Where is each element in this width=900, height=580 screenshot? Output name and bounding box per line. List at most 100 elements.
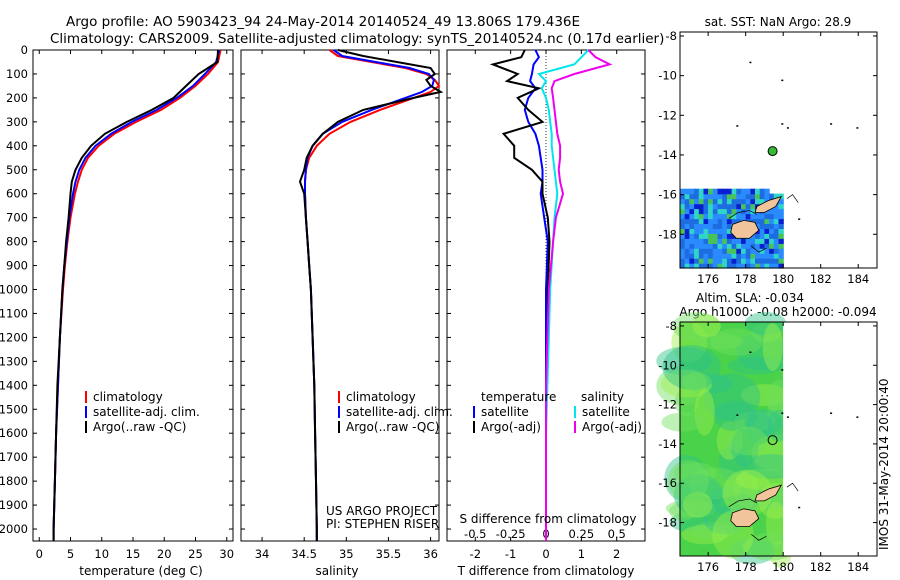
map-xtick-label: 184 [847, 560, 869, 574]
sst-cell [759, 198, 765, 205]
sst-cell [712, 198, 719, 205]
sst-cell [689, 218, 695, 224]
sst-cell [750, 218, 756, 224]
sla-blob [669, 502, 697, 521]
sst-cell [726, 238, 733, 244]
sst-cell [708, 243, 714, 249]
islet [749, 351, 752, 353]
sst-cell [684, 223, 690, 229]
sst-cell [773, 203, 780, 210]
sst-cell [698, 198, 705, 205]
sst-cell [764, 253, 770, 259]
islet [781, 123, 784, 125]
sst-cell [745, 238, 751, 244]
island-viti-levu [730, 219, 760, 239]
s-difference-xlabel: S difference from climatology [460, 512, 637, 526]
sla-nodata [783, 322, 877, 556]
sst-cell [722, 253, 728, 259]
sst-cell [712, 248, 719, 254]
depth-tick-label: 900 [6, 259, 28, 273]
sst-cell [712, 223, 719, 229]
sst-cell [680, 203, 686, 210]
islet [798, 506, 801, 509]
sst-cell [778, 253, 784, 259]
s-difference-tick-label: -0.25 [496, 527, 526, 541]
sst-cell [703, 208, 709, 215]
sst-cell [736, 208, 742, 215]
sla-blob [729, 538, 776, 565]
float-position-marker [767, 146, 778, 157]
sst-cell [708, 193, 714, 200]
depth-tick-label: 1100 [0, 306, 28, 320]
temperature-xtick-label: 10 [94, 547, 109, 561]
sst-cell [698, 233, 705, 239]
legend-t-satellite-label: satellite [481, 405, 529, 419]
sst-cell [694, 228, 700, 234]
sst-cell [689, 233, 695, 239]
sst-cell [764, 213, 770, 220]
salinity-series-satellite [304, 49, 436, 541]
sst-cell [778, 213, 784, 220]
sla-blob [716, 421, 743, 460]
imos-timestamp: IMOS 31-May-2014 20:00:40 [877, 378, 891, 550]
sst-cell [778, 243, 784, 249]
sla-blob [751, 323, 782, 343]
sst-cell [689, 203, 695, 210]
sst-cell [680, 233, 686, 239]
sst-cell [703, 203, 709, 210]
sst-cell [726, 228, 733, 234]
islet [786, 416, 789, 418]
sst-cell [698, 263, 705, 269]
sst-cell [778, 248, 784, 254]
depth-axis: 0 100 200 300 400 500 600 700 800 900 1000 1100 1200… [0, 43, 28, 536]
salinity-plot: 34 34.5 35 35.5 36 [241, 49, 444, 561]
sst-cell [689, 213, 695, 220]
sst-cell [689, 238, 695, 244]
sst-cell [708, 208, 714, 215]
reef-outline [751, 534, 767, 541]
sst-cell [750, 258, 756, 264]
sst-cell [731, 263, 737, 269]
sst-cell [778, 198, 784, 205]
sst-cell [759, 228, 765, 234]
sst-cell [726, 198, 733, 205]
sst-cell [703, 263, 709, 269]
sst-cell [684, 243, 690, 249]
sla-map-title-line2: Argo h1000: -0.08 h2000: -0.094 [679, 305, 876, 319]
sst-cell [689, 198, 695, 205]
sst-cell [698, 238, 705, 244]
depth-tick-label: 1400 [0, 378, 28, 392]
sla-blob [703, 373, 761, 421]
sst-cell [759, 263, 765, 269]
sst-cell [726, 208, 733, 215]
sst-cell [755, 198, 761, 205]
sst-cell [741, 193, 747, 200]
sst-cell [750, 198, 756, 205]
sst-cell [759, 243, 765, 249]
sla-blob [664, 455, 709, 503]
sla-blob [669, 512, 709, 532]
sst-cell [684, 203, 690, 210]
sst-cell [773, 218, 780, 224]
sst-cell [750, 193, 756, 200]
island-viti-levu [730, 508, 760, 527]
sst-cell [708, 253, 714, 259]
sst-cell [778, 223, 784, 229]
sst-cell [694, 218, 700, 224]
figure-title-line2: Climatology: CARS2009. Satellite-adjuste… [50, 31, 664, 47]
sst-cell [773, 243, 780, 249]
sst-cell [684, 253, 690, 259]
difference-xtick-label: -1 [505, 547, 516, 561]
map-xtick-label: 182 [810, 272, 832, 286]
depth-tick-label: 1500 [0, 402, 28, 416]
sst-cell [698, 228, 705, 234]
sst-cell [689, 223, 695, 229]
sst-cell [694, 208, 700, 215]
sst-cell [773, 208, 780, 215]
sst-cell [759, 258, 765, 264]
sst-cell [736, 218, 742, 224]
sst-cell [736, 253, 742, 259]
sst-cell [684, 193, 690, 200]
sst-cell [698, 208, 705, 215]
depth-tick-label: 600 [6, 187, 28, 201]
